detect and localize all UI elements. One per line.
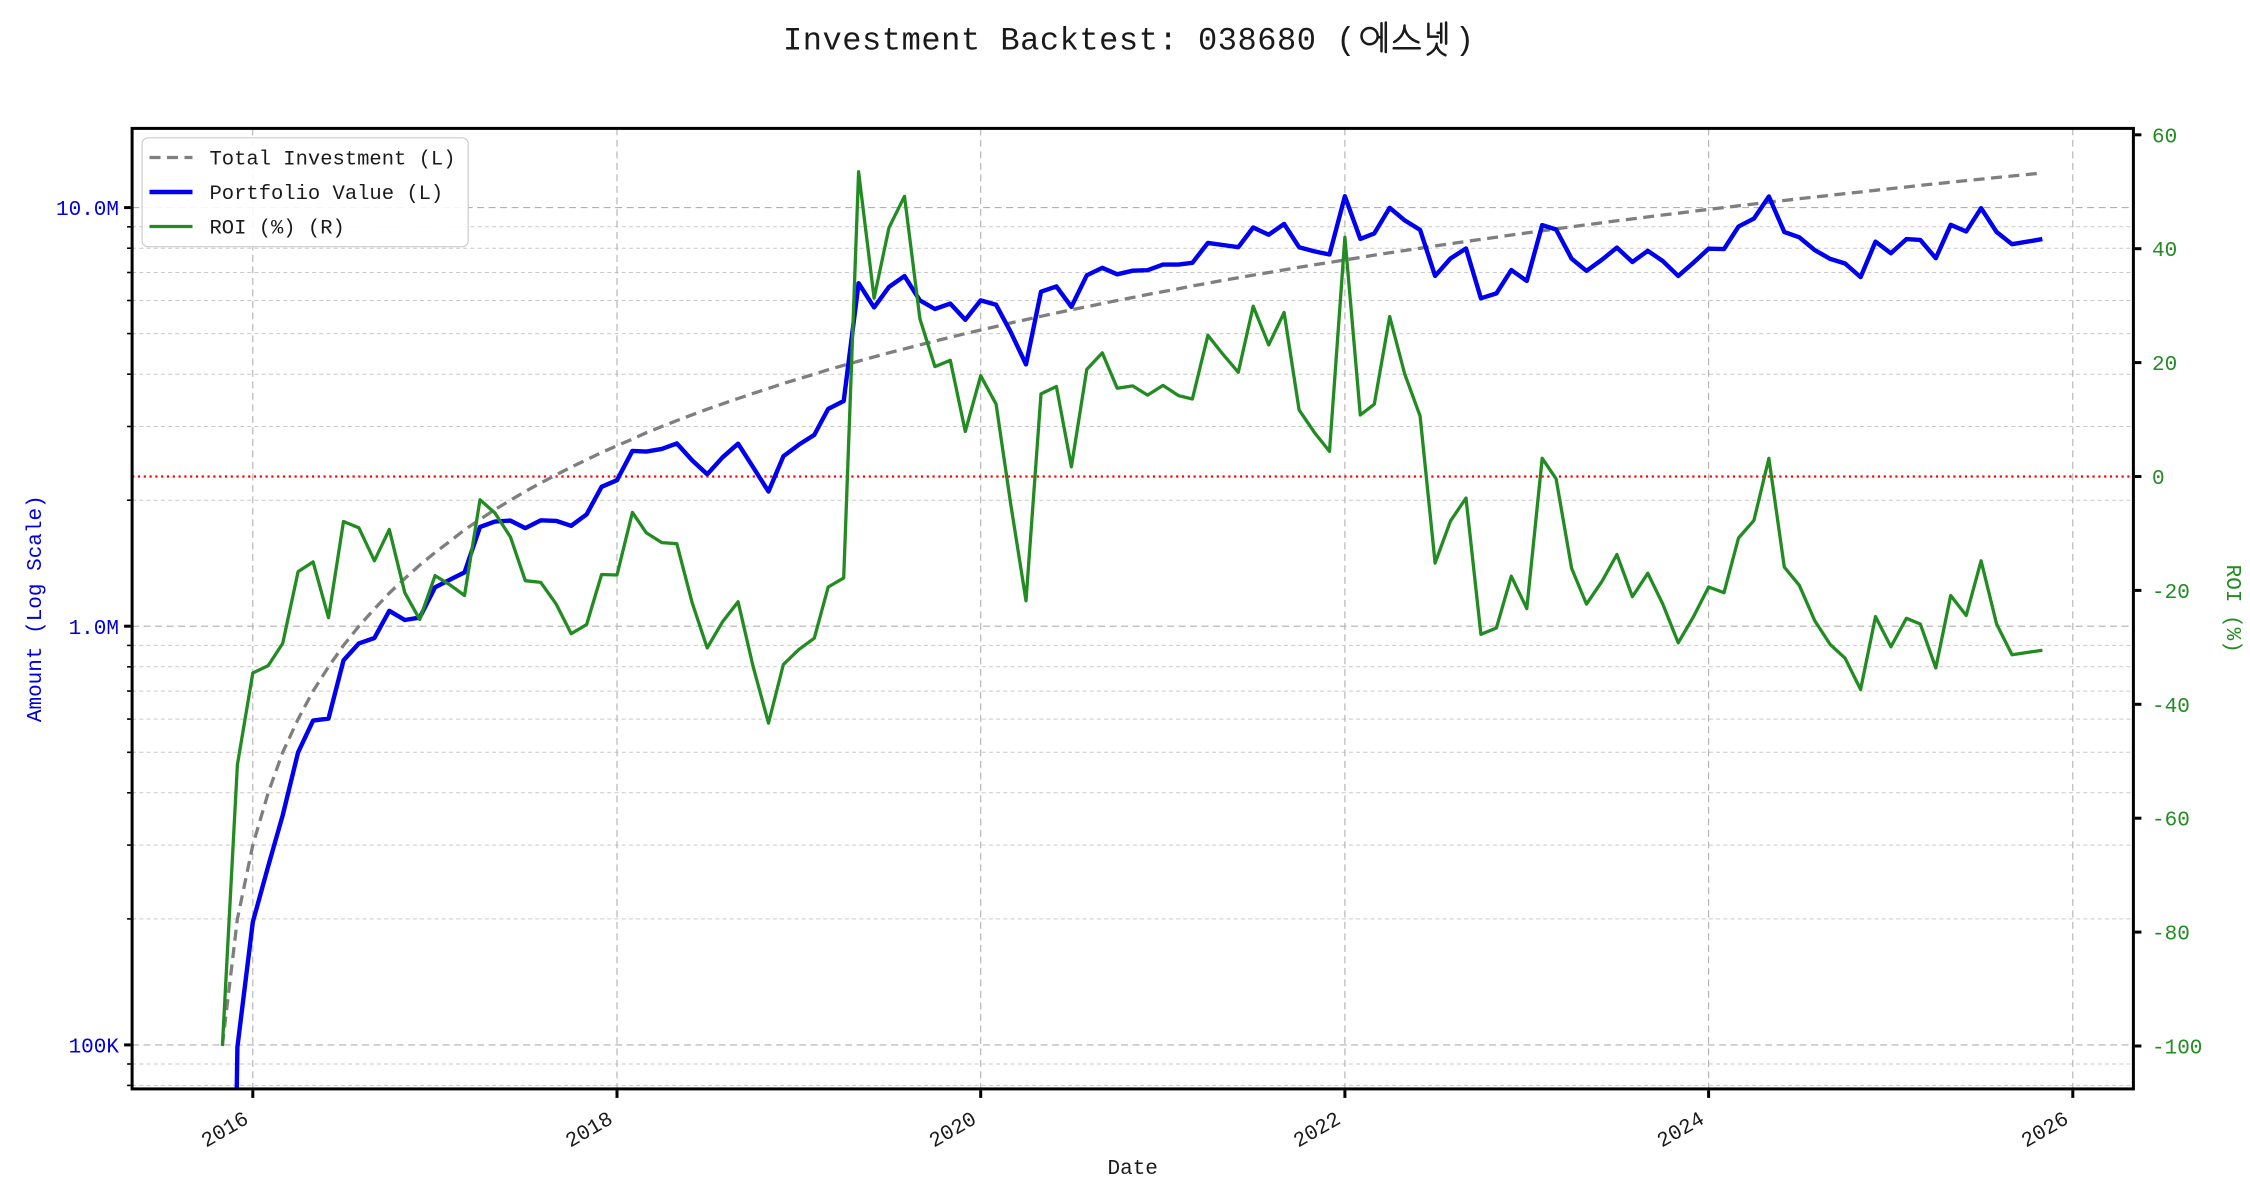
svg-text:-60: -60: [2152, 810, 2190, 833]
svg-text:ROI (%) (R): ROI (%) (R): [210, 218, 345, 241]
svg-text:Date: Date: [1107, 1158, 1157, 1181]
svg-text:20: 20: [2152, 354, 2177, 377]
svg-text:Portfolio Value (L): Portfolio Value (L): [210, 183, 444, 206]
svg-text:): ): [1455, 23, 1474, 60]
svg-text:-40: -40: [2152, 696, 2190, 719]
svg-text:10.0M: 10.0M: [56, 199, 119, 222]
svg-text:60: 60: [2152, 126, 2177, 149]
svg-text:1.0M: 1.0M: [69, 618, 119, 641]
svg-text:Amount (Log Scale): Amount (Log Scale): [25, 495, 48, 722]
svg-text:100K: 100K: [69, 1036, 120, 1059]
svg-text:-20: -20: [2152, 582, 2190, 605]
svg-text:40: 40: [2152, 240, 2177, 263]
svg-text:0: 0: [2152, 468, 2165, 491]
svg-text:Investment Backtest: 038680 (: Investment Backtest: 038680 (: [783, 23, 1356, 60]
svg-text:-100: -100: [2152, 1038, 2202, 1061]
svg-text:-80: -80: [2152, 924, 2190, 947]
svg-text:ROI (%): ROI (%): [2220, 565, 2243, 653]
svg-text:Total Investment (L): Total Investment (L): [210, 149, 456, 172]
